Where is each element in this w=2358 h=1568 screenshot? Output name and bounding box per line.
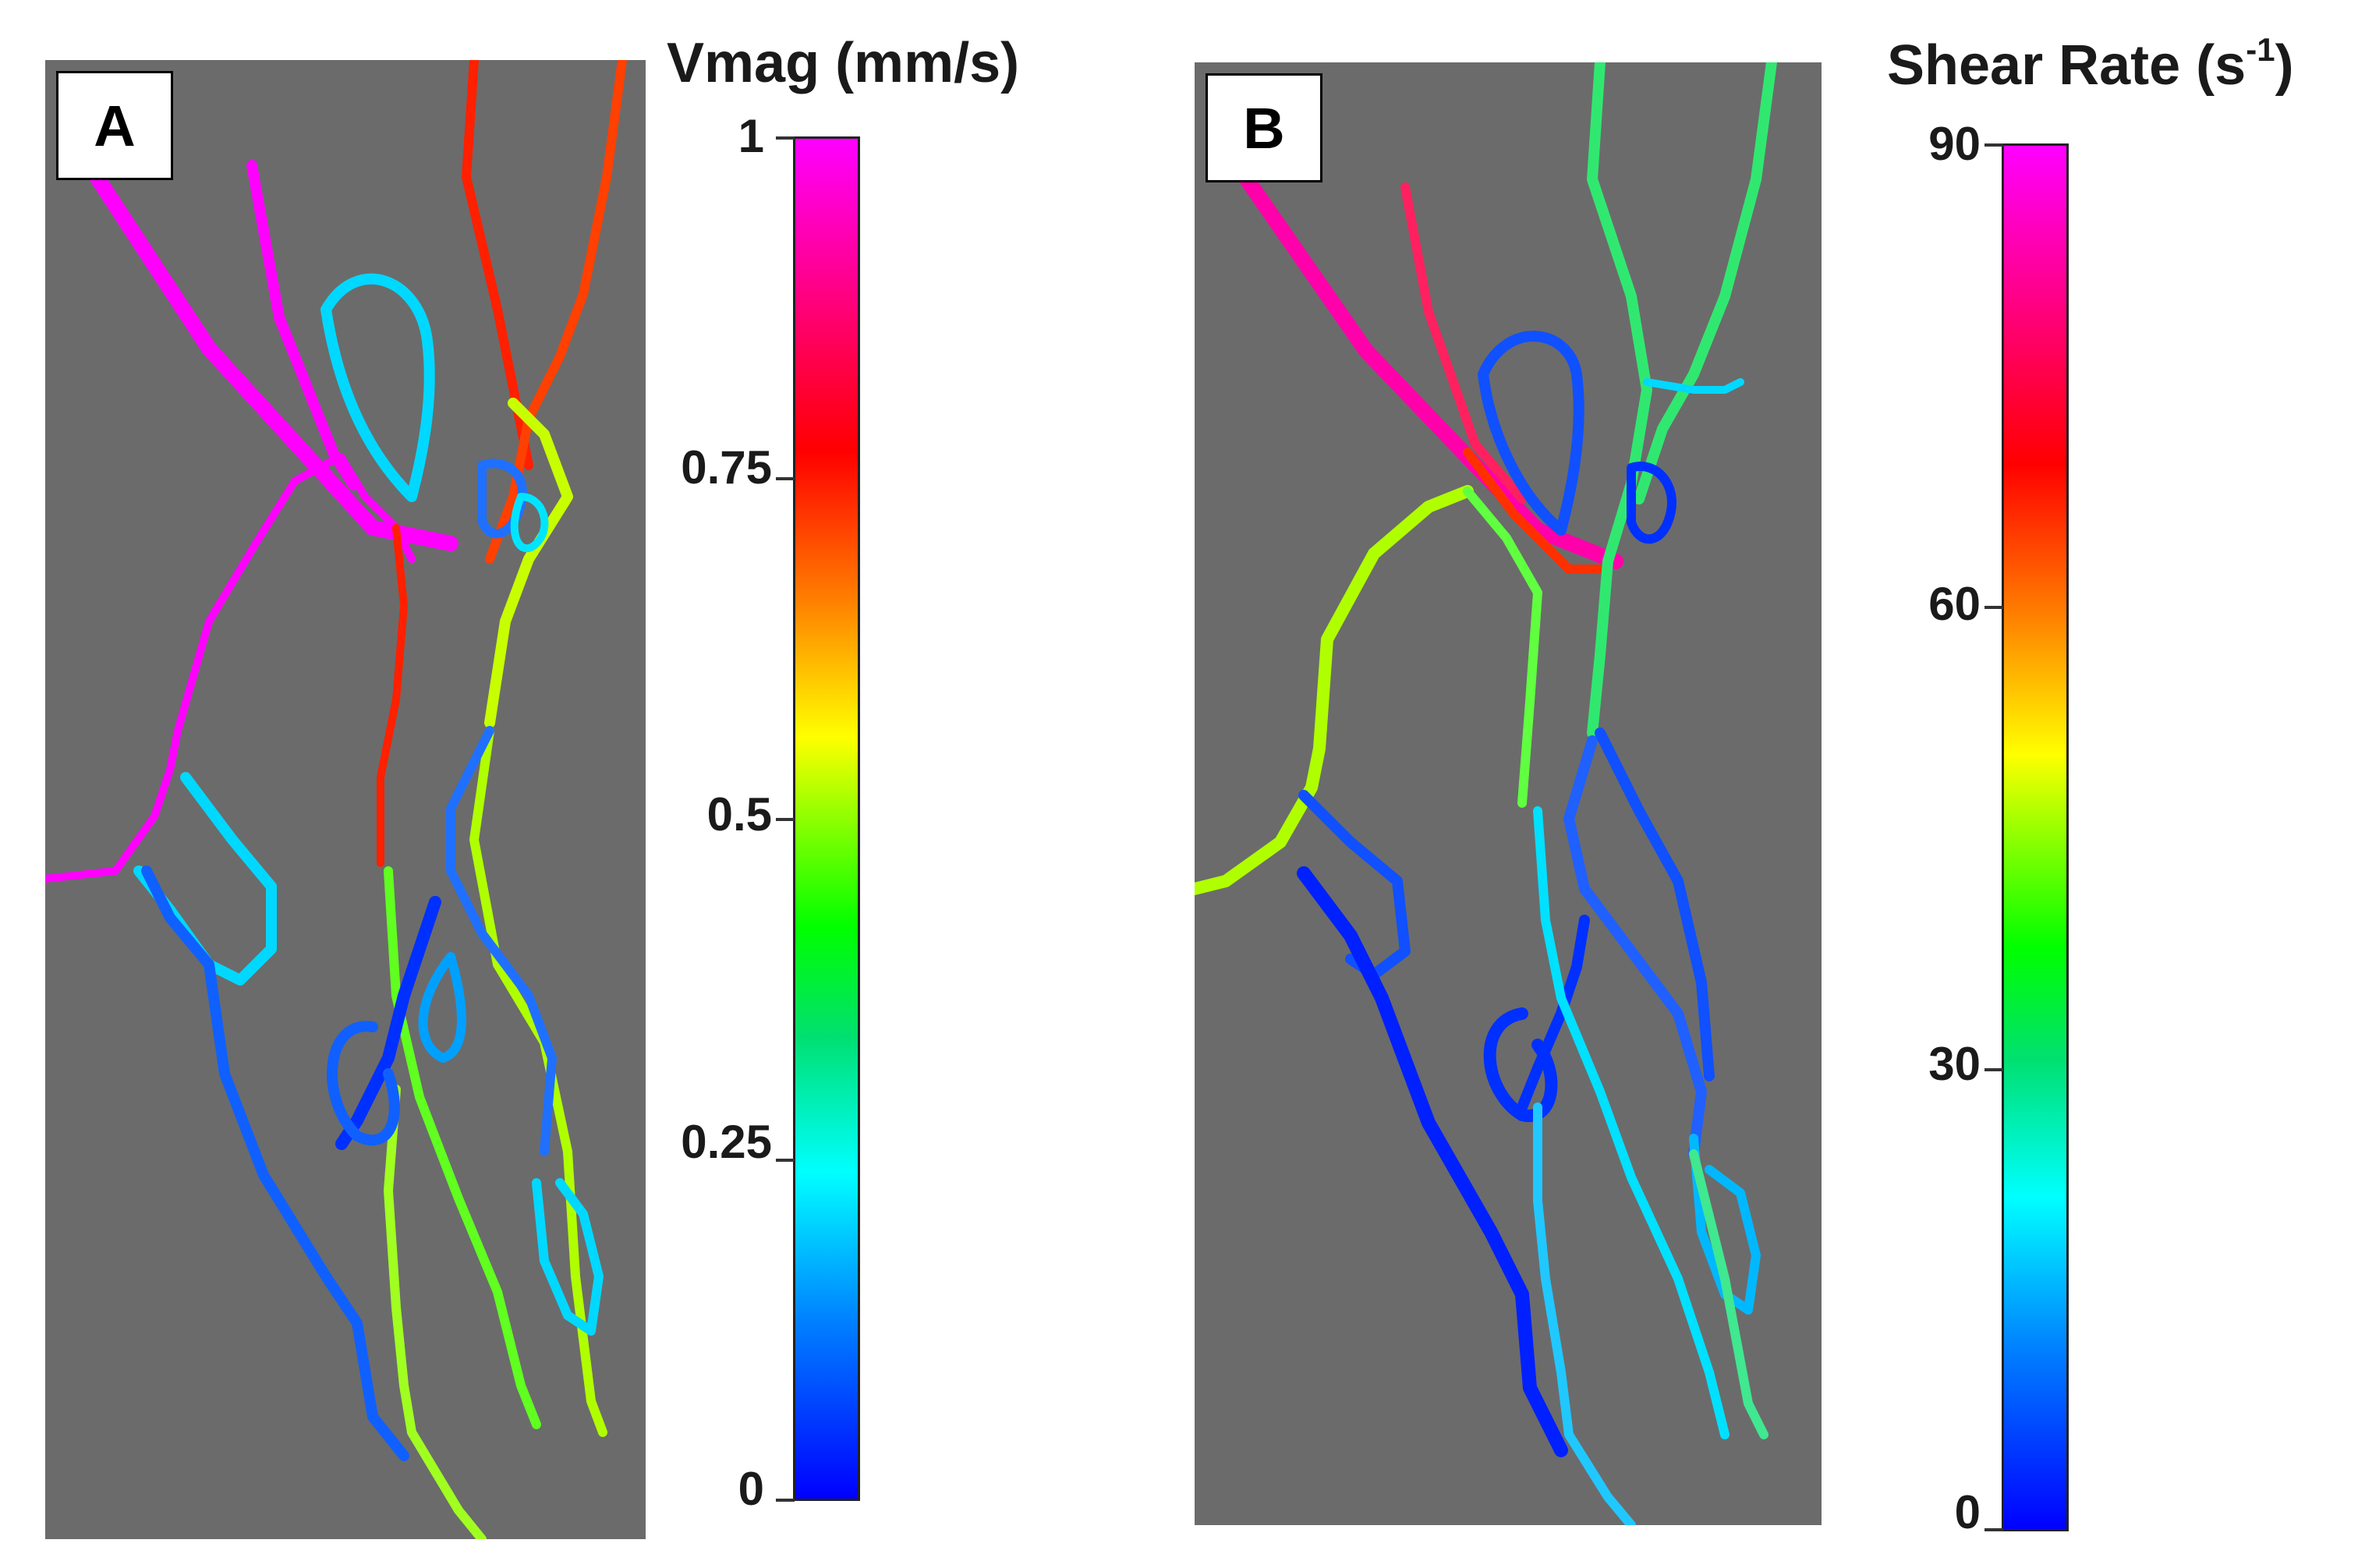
colorbar-a xyxy=(793,136,860,1501)
colorbar-b-tickmark xyxy=(1984,1528,2003,1531)
vessel-network-a xyxy=(45,60,627,1539)
colorbar-b-tickmark xyxy=(1984,1068,2003,1071)
panel-a-vessel-map: A xyxy=(45,60,646,1539)
colorbar-a-tickmark xyxy=(776,818,795,821)
colorbar-a-tick-label: 0.5 xyxy=(706,788,772,841)
colorbar-a-tick-label: 0.25 xyxy=(681,1116,772,1168)
colorbar-b xyxy=(2002,143,2069,1531)
panel-label-a: A xyxy=(56,71,173,180)
colorbar-a-tick-label: 0 xyxy=(738,1463,764,1515)
colorbar-a-tickmark xyxy=(776,136,795,140)
colorbar-b-tick-label: 30 xyxy=(1928,1038,1981,1090)
colorbar-a-tick-label: 1 xyxy=(738,110,764,162)
vessel-network-b xyxy=(1195,62,1777,1525)
colorbar-a-tick-label: 0.75 xyxy=(681,441,772,494)
colorbar-b-title: Shear Rate (s-1) xyxy=(1887,31,2294,97)
colorbar-a-tickmark xyxy=(776,477,795,480)
colorbar-b-tick-label: 60 xyxy=(1928,578,1981,630)
colorbar-b-tickmark xyxy=(1984,143,2003,147)
panel-b-vessel-map: B xyxy=(1195,62,1822,1525)
colorbar-b-tick-label: 90 xyxy=(1928,118,1981,170)
colorbar-a-tickmark xyxy=(776,1499,795,1502)
colorbar-b-tick-label: 0 xyxy=(1954,1486,1981,1538)
panel-label-b: B xyxy=(1206,73,1322,182)
colorbar-b-tickmark xyxy=(1984,606,2003,609)
colorbar-a-tickmark xyxy=(776,1159,795,1162)
colorbar-a-title: Vmag (mm/s) xyxy=(667,32,1020,94)
